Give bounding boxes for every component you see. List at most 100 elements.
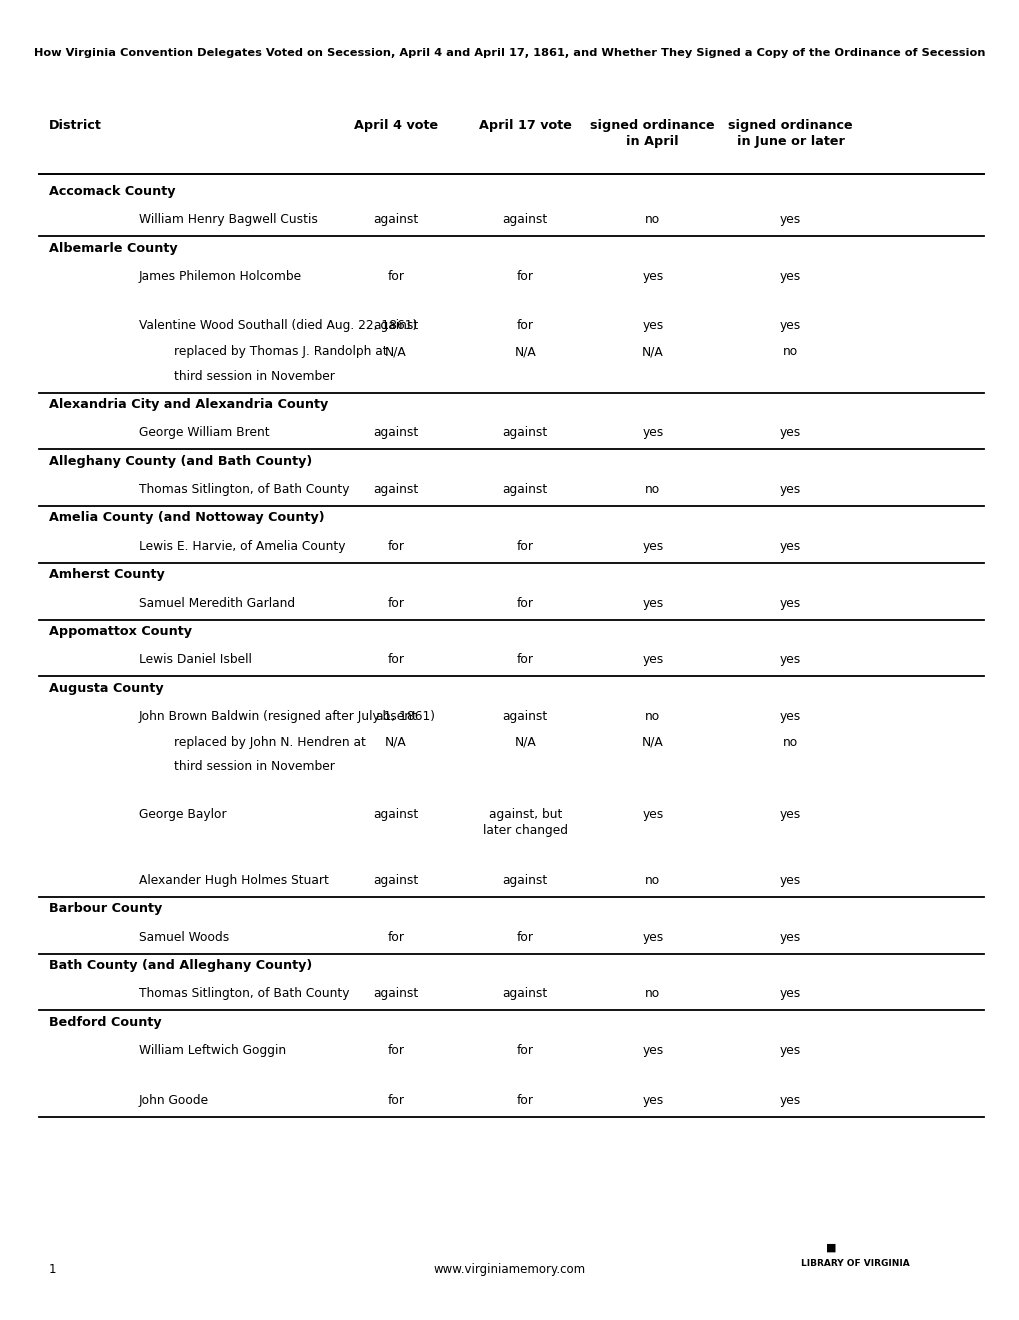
Text: John Brown Baldwin (resigned after July 1, 1861): John Brown Baldwin (resigned after July … xyxy=(139,710,435,723)
Text: signed ordinance
in June or later: signed ordinance in June or later xyxy=(728,119,852,148)
Text: yes: yes xyxy=(780,874,800,887)
Text: replaced by Thomas J. Randolph at: replaced by Thomas J. Randolph at xyxy=(174,345,387,358)
Text: against: against xyxy=(502,214,547,226)
Text: yes: yes xyxy=(642,597,662,610)
Text: Appomattox County: Appomattox County xyxy=(49,624,192,638)
Text: for: for xyxy=(387,269,404,282)
Text: Samuel Meredith Garland: Samuel Meredith Garland xyxy=(139,597,294,610)
Text: replaced by John N. Hendren at: replaced by John N. Hendren at xyxy=(174,735,366,748)
Text: for: for xyxy=(387,1093,404,1106)
Text: yes: yes xyxy=(780,1093,800,1106)
Text: for: for xyxy=(517,319,533,333)
Text: yes: yes xyxy=(780,269,800,282)
Text: for: for xyxy=(517,931,533,944)
Text: yes: yes xyxy=(780,540,800,553)
Text: for: for xyxy=(517,540,533,553)
Text: Lewis E. Harvie, of Amelia County: Lewis E. Harvie, of Amelia County xyxy=(139,540,344,553)
Text: for: for xyxy=(387,540,404,553)
Text: James Philemon Holcombe: James Philemon Holcombe xyxy=(139,269,302,282)
Text: How Virginia Convention Delegates Voted on Secession, April 4 and April 17, 1861: How Virginia Convention Delegates Voted … xyxy=(35,49,984,58)
Text: yes: yes xyxy=(642,931,662,944)
Text: yes: yes xyxy=(780,319,800,333)
Text: against: against xyxy=(373,214,418,226)
Text: yes: yes xyxy=(780,808,800,821)
Text: for: for xyxy=(387,597,404,610)
Text: yes: yes xyxy=(780,931,800,944)
Text: Alexandria City and Alexandria County: Alexandria City and Alexandria County xyxy=(49,397,328,411)
Text: William Henry Bagwell Custis: William Henry Bagwell Custis xyxy=(139,214,317,226)
Text: George Baylor: George Baylor xyxy=(139,808,226,821)
Text: N/A: N/A xyxy=(514,735,536,748)
Text: District: District xyxy=(49,119,102,132)
Text: against: against xyxy=(502,483,547,496)
Text: yes: yes xyxy=(642,426,662,440)
Text: yes: yes xyxy=(780,483,800,496)
Text: no: no xyxy=(645,710,659,723)
Text: yes: yes xyxy=(780,710,800,723)
Text: no: no xyxy=(645,214,659,226)
Text: no: no xyxy=(645,483,659,496)
Text: absent: absent xyxy=(374,710,417,723)
Text: for: for xyxy=(517,653,533,667)
Text: yes: yes xyxy=(642,1093,662,1106)
Text: Bath County (and Alleghany County): Bath County (and Alleghany County) xyxy=(49,958,312,972)
Text: George William Brent: George William Brent xyxy=(139,426,269,440)
Text: Bedford County: Bedford County xyxy=(49,1015,161,1028)
Text: www.virginiamemory.com: www.virginiamemory.com xyxy=(433,1263,586,1276)
Text: N/A: N/A xyxy=(384,345,407,358)
Text: yes: yes xyxy=(642,319,662,333)
Text: Thomas Sitlington, of Bath County: Thomas Sitlington, of Bath County xyxy=(139,987,348,1001)
Text: against: against xyxy=(373,987,418,1001)
Text: N/A: N/A xyxy=(514,345,536,358)
Text: William Leftwich Goggin: William Leftwich Goggin xyxy=(139,1044,285,1057)
Text: yes: yes xyxy=(642,808,662,821)
Text: against: against xyxy=(373,874,418,887)
Text: against: against xyxy=(373,808,418,821)
Text: for: for xyxy=(387,1044,404,1057)
Text: Albemarle County: Albemarle County xyxy=(49,242,177,255)
Text: yes: yes xyxy=(642,1044,662,1057)
Text: Thomas Sitlington, of Bath County: Thomas Sitlington, of Bath County xyxy=(139,483,348,496)
Text: yes: yes xyxy=(780,1044,800,1057)
Text: for: for xyxy=(387,653,404,667)
Text: against: against xyxy=(502,987,547,1001)
Text: ■: ■ xyxy=(825,1242,836,1253)
Text: for: for xyxy=(517,1093,533,1106)
Text: no: no xyxy=(645,987,659,1001)
Text: for: for xyxy=(387,931,404,944)
Text: 1: 1 xyxy=(49,1263,56,1276)
Text: yes: yes xyxy=(780,597,800,610)
Text: Lewis Daniel Isbell: Lewis Daniel Isbell xyxy=(139,653,252,667)
Text: Valentine Wood Southall (died Aug. 22, 1861): Valentine Wood Southall (died Aug. 22, 1… xyxy=(139,319,417,333)
Text: yes: yes xyxy=(780,426,800,440)
Text: against: against xyxy=(502,426,547,440)
Text: John Goode: John Goode xyxy=(139,1093,209,1106)
Text: against: against xyxy=(373,426,418,440)
Text: April 4 vote: April 4 vote xyxy=(354,119,437,132)
Text: signed ordinance
in April: signed ordinance in April xyxy=(590,119,714,148)
Text: Augusta County: Augusta County xyxy=(49,681,163,694)
Text: third session in November: third session in November xyxy=(174,370,335,383)
Text: against, but
later changed: against, but later changed xyxy=(482,808,568,837)
Text: third session in November: third session in November xyxy=(174,760,335,774)
Text: yes: yes xyxy=(642,269,662,282)
Text: no: no xyxy=(783,345,797,358)
Text: LIBRARY OF VIRGINIA: LIBRARY OF VIRGINIA xyxy=(800,1259,909,1267)
Text: against: against xyxy=(502,874,547,887)
Text: Alleghany County (and Bath County): Alleghany County (and Bath County) xyxy=(49,454,312,467)
Text: N/A: N/A xyxy=(641,735,663,748)
Text: yes: yes xyxy=(780,987,800,1001)
Text: yes: yes xyxy=(642,653,662,667)
Text: against: against xyxy=(502,710,547,723)
Text: Barbour County: Barbour County xyxy=(49,902,162,915)
Text: for: for xyxy=(517,597,533,610)
Text: Alexander Hugh Holmes Stuart: Alexander Hugh Holmes Stuart xyxy=(139,874,328,887)
Text: against: against xyxy=(373,319,418,333)
Text: Accomack County: Accomack County xyxy=(49,185,175,198)
Text: Amelia County (and Nottoway County): Amelia County (and Nottoway County) xyxy=(49,511,324,524)
Text: N/A: N/A xyxy=(641,345,663,358)
Text: yes: yes xyxy=(642,540,662,553)
Text: Amherst County: Amherst County xyxy=(49,568,164,581)
Text: yes: yes xyxy=(780,653,800,667)
Text: no: no xyxy=(645,874,659,887)
